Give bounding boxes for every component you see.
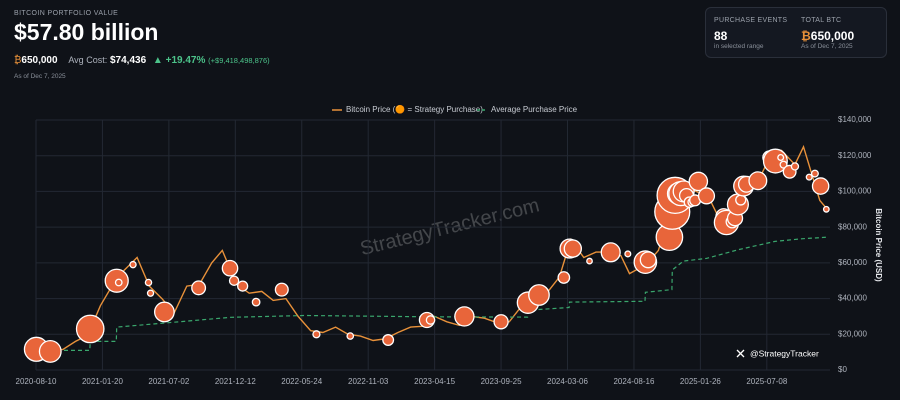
stat-label: TOTAL BTC xyxy=(801,17,842,24)
handle-badge: @StrategyTracker xyxy=(736,348,819,358)
y-tick-label: $120,000 xyxy=(838,151,872,160)
purchase-bubble xyxy=(586,257,593,265)
x-tick-label: 2023-09-25 xyxy=(481,377,522,386)
change-amount: (+$9,418,498,876) xyxy=(208,56,270,65)
btc-symbol: ₿ xyxy=(14,55,22,66)
x-tick-label: 2023-04-15 xyxy=(414,377,455,386)
purchase-bubble xyxy=(779,160,788,169)
purchase-bubble xyxy=(557,271,571,284)
purchase-bubble xyxy=(274,282,289,297)
y-tick-label: $20,000 xyxy=(838,329,867,338)
y-tick-label: $140,000 xyxy=(838,115,872,124)
header-title: BITCOIN PORTFOLIO VALUE xyxy=(14,10,119,17)
stat-note: in selected range xyxy=(714,43,764,50)
purchase-bubble xyxy=(563,239,582,258)
y-tick-label: $80,000 xyxy=(838,222,867,231)
x-tick-label: 2022-11-03 xyxy=(348,377,389,386)
as-of: As of Dec 7, 2025 xyxy=(14,73,66,80)
legend-label: Average Purchase Price xyxy=(491,105,578,114)
avg-cost: $74,436 xyxy=(109,55,147,66)
y-tick-label: $60,000 xyxy=(838,258,867,267)
purchase-bubble xyxy=(528,284,550,306)
purchase-bubble xyxy=(191,280,207,296)
purchase-bubble xyxy=(114,278,123,287)
portfolio-value: $57.80 billion xyxy=(14,19,159,45)
y-axis-title: Bitcoin Price (USD) xyxy=(874,208,883,282)
x-tick-label: 2022-05-24 xyxy=(281,377,322,386)
stat-value: ₿650,000 xyxy=(801,29,854,43)
purchase-bubble xyxy=(228,275,240,286)
x-icon xyxy=(736,349,745,358)
x-tick-label: 2021-07-02 xyxy=(148,377,189,386)
avg-cost-label: Avg Cost: xyxy=(68,55,108,65)
holdings-row: ₿650,000 Avg Cost: $74,436 ▲ +19.47% (+$… xyxy=(14,55,270,66)
purchase-bubble xyxy=(146,289,155,297)
purchase-bubble xyxy=(75,314,105,344)
purchase-bubble xyxy=(639,251,657,269)
x-tick-label: 2021-12-12 xyxy=(215,377,256,386)
purchase-bubble xyxy=(153,301,175,323)
purchase-bubble xyxy=(144,278,153,287)
purchase-bubble xyxy=(425,315,436,325)
purchase-bubble xyxy=(811,177,830,195)
purchase-bubble xyxy=(697,187,716,205)
x-tick-label: 2020-08-10 xyxy=(16,377,57,386)
stat-value: 88 xyxy=(714,29,728,43)
handle: @StrategyTracker xyxy=(750,348,819,358)
stat-number: 650,000 xyxy=(810,29,855,43)
purchase-bubble xyxy=(822,205,830,213)
legend-label: Bitcoin Price (🟠 = Strategy Purchase) xyxy=(346,104,483,114)
y-tick-label: $0 xyxy=(838,365,847,374)
purchase-bubble xyxy=(454,306,475,327)
purchase-bubble xyxy=(790,162,800,171)
stat-label: PURCHASE EVENTS xyxy=(714,17,788,24)
purchase-bubble xyxy=(805,173,813,181)
purchase-bubble xyxy=(600,242,621,263)
y-tick-label: $100,000 xyxy=(838,187,872,196)
x-tick-label: 2024-08-16 xyxy=(613,377,654,386)
purchase-bubble xyxy=(38,339,62,363)
x-tick-label: 2025-01-26 xyxy=(680,377,721,386)
x-tick-label: 2025-07-08 xyxy=(746,377,787,386)
purchase-bubble xyxy=(221,259,239,277)
purchase-bubble xyxy=(777,154,785,161)
purchase-bubble xyxy=(382,334,395,346)
purchase-bubble xyxy=(237,280,249,292)
purchase-bubble xyxy=(346,332,355,340)
x-tick-label: 2021-01-20 xyxy=(82,377,123,386)
purchase-bubble xyxy=(688,171,709,192)
btc-symbol: ₿ xyxy=(801,29,811,43)
holdings: 650,000 xyxy=(21,55,58,66)
x-tick-label: 2024-03-06 xyxy=(547,377,588,386)
purchase-bubble xyxy=(129,260,137,269)
purchase-bubble xyxy=(624,250,632,258)
purchase-bubble xyxy=(312,330,321,339)
purchase-bubble xyxy=(251,297,261,307)
change: ▲ +19.47% xyxy=(152,55,206,66)
purchase-bubble xyxy=(493,314,509,330)
series-line xyxy=(36,236,829,351)
purchase-bubble xyxy=(748,171,768,191)
stats-box: PURCHASE EVENTS 88 in selected range TOT… xyxy=(705,7,887,58)
purchase-bubble xyxy=(810,169,819,178)
y-tick-label: $40,000 xyxy=(838,294,867,303)
stat-note: As of Dec 7, 2025 xyxy=(801,43,853,50)
